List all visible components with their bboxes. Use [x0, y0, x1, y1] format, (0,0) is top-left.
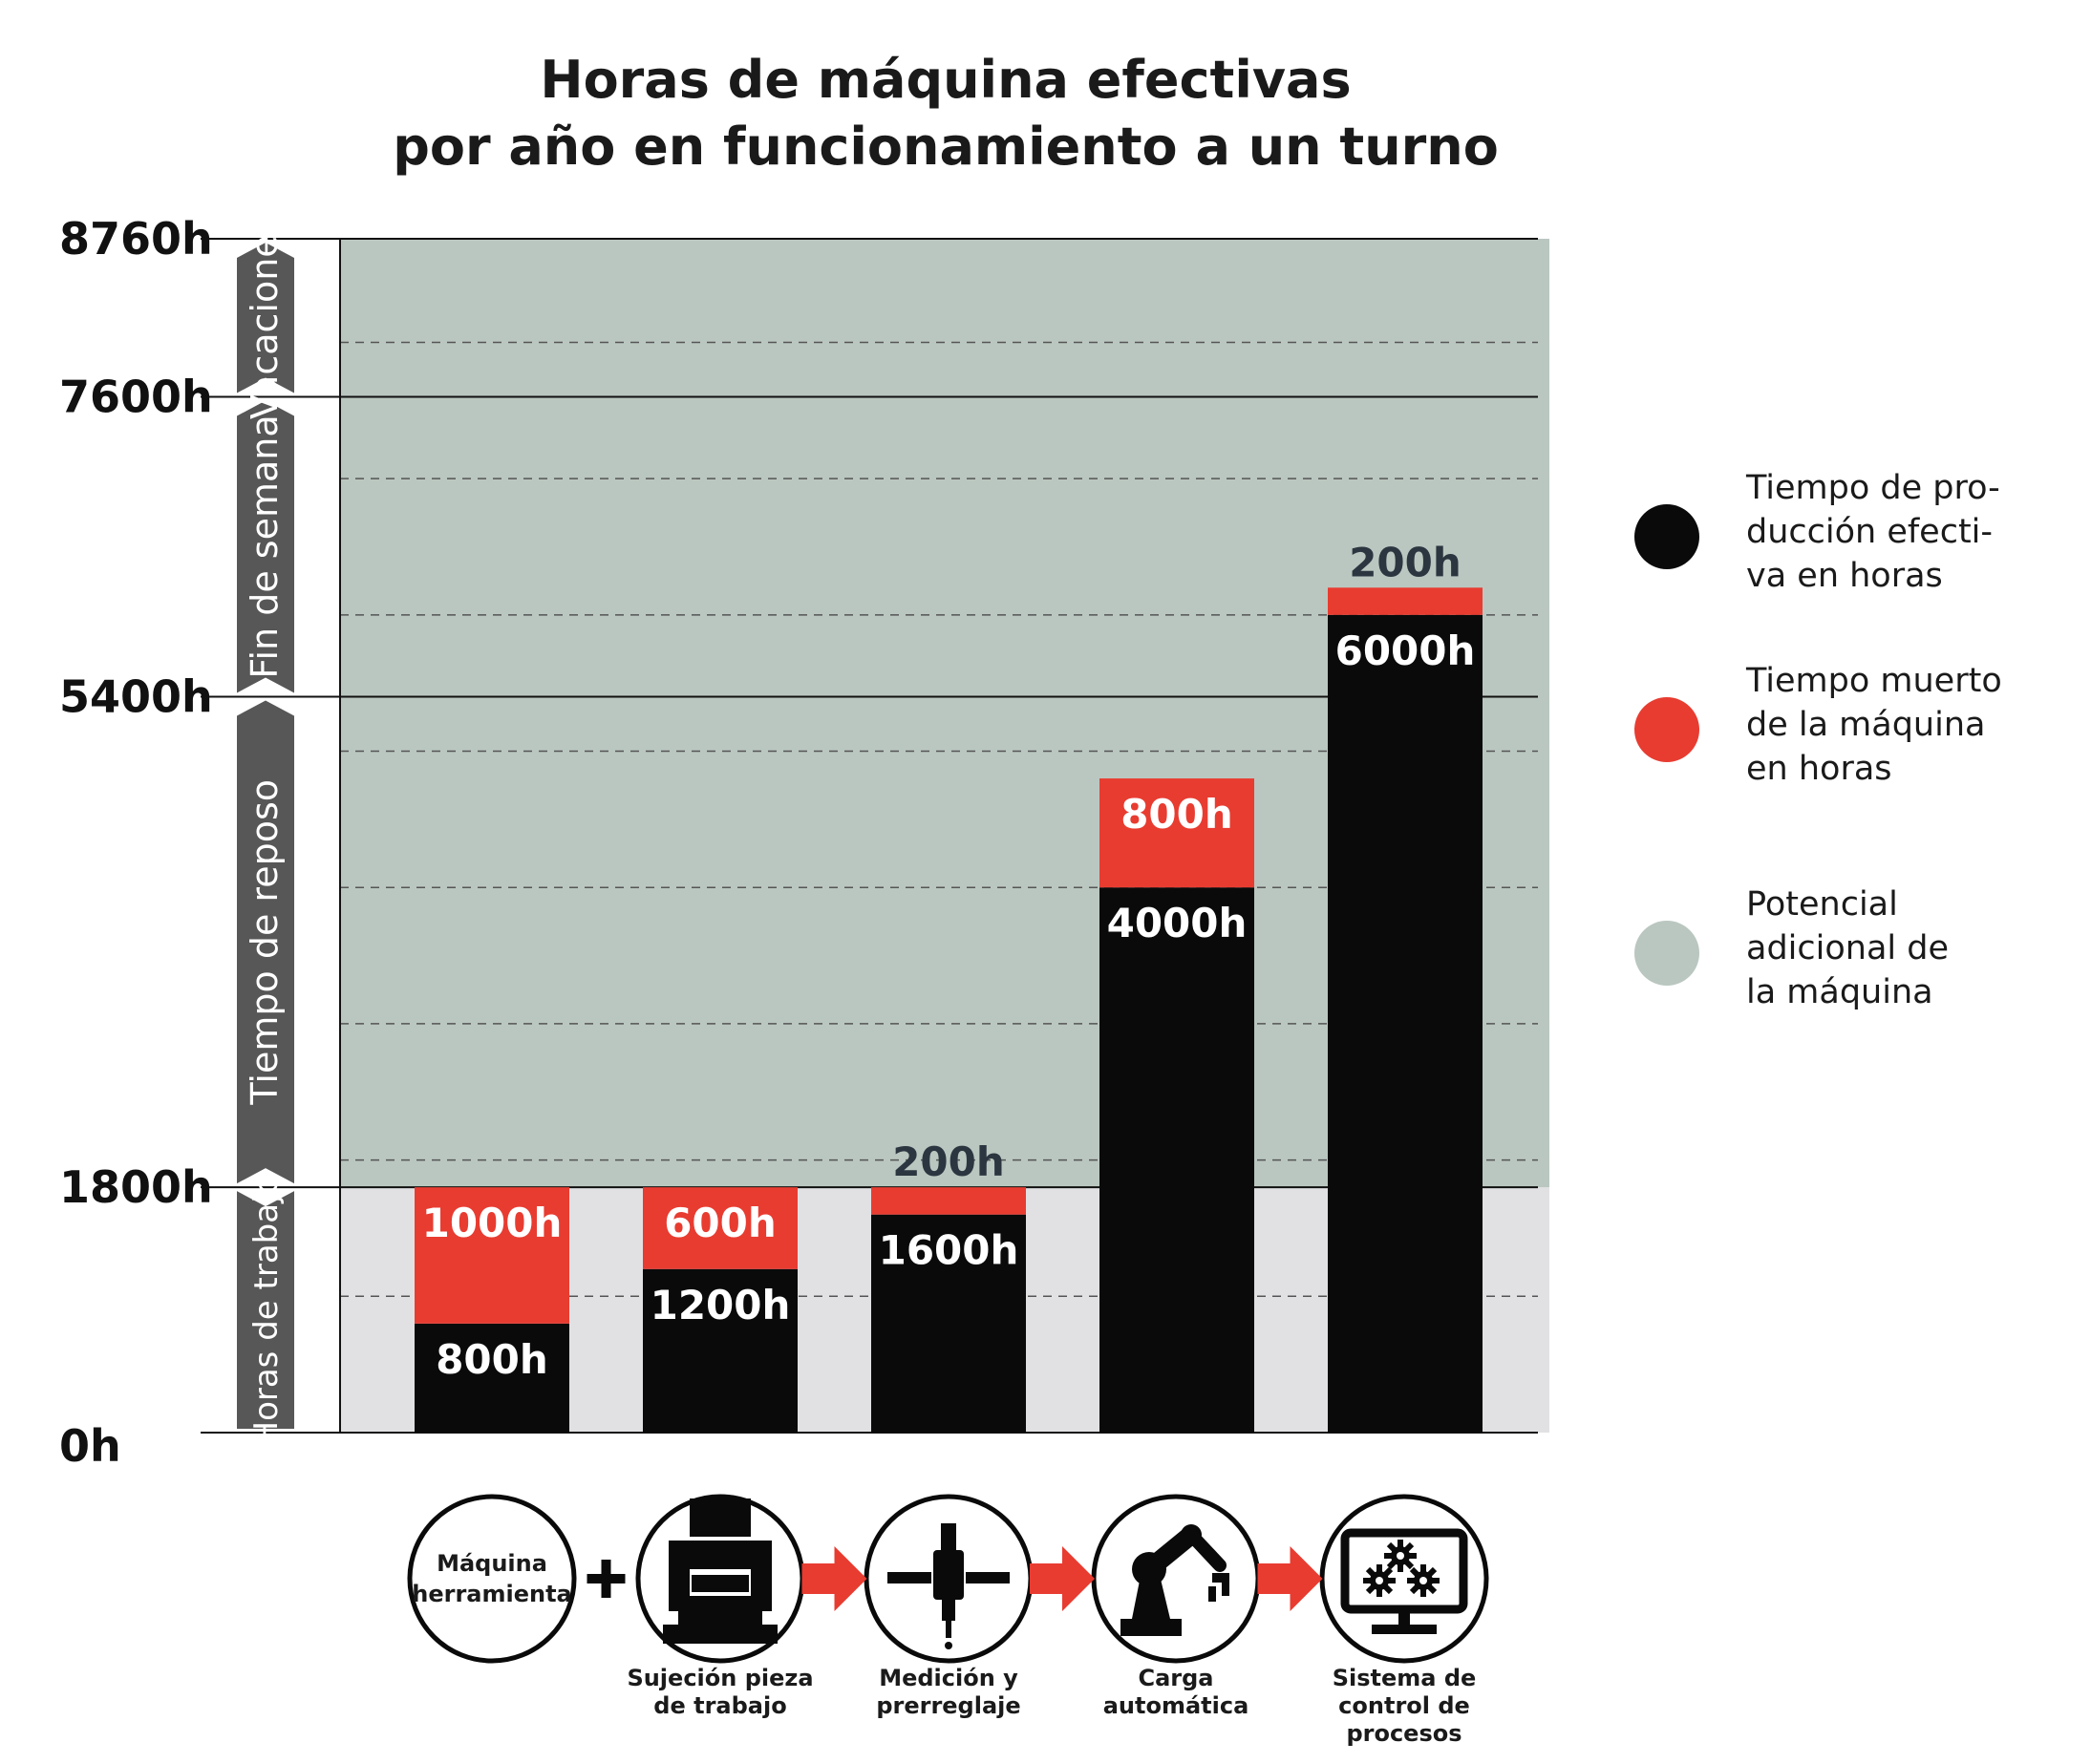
- time-segment-label: Tiempo de reposo: [244, 779, 286, 1106]
- step-inner-label: herramienta: [412, 1581, 572, 1607]
- chart-title: Horas de máquina efectivas por año en fun…: [393, 50, 1499, 177]
- step-circle: [407, 1494, 577, 1664]
- step-caption: automática: [1103, 1692, 1249, 1719]
- y-tick-label: 1800h: [59, 1161, 213, 1213]
- time-segment-label: Fin de semana: [244, 414, 286, 678]
- step-caption: control de: [1338, 1692, 1470, 1719]
- time-segment-arrow: [237, 400, 294, 693]
- downtime-label: 200h: [1349, 539, 1462, 585]
- production-label: 1600h: [879, 1227, 1019, 1274]
- legend-swatch: [1634, 504, 1699, 569]
- y-axis: 0h 1800h 5400h 7600h 8760h: [59, 213, 213, 1472]
- bar-production: [1328, 614, 1483, 1433]
- time-segment-arrow: [237, 700, 294, 1184]
- robot-arm-icon: [1120, 1524, 1229, 1636]
- bar-production: [415, 1323, 569, 1433]
- step-caption: prerreglaje: [876, 1692, 1020, 1719]
- legend-swatch: [1634, 697, 1699, 762]
- downtime-label: 1000h: [422, 1200, 563, 1246]
- production-label: 800h: [436, 1336, 548, 1383]
- downtime-label: 800h: [1120, 791, 1233, 838]
- bar-production: [1099, 887, 1254, 1433]
- step-caption: Medición y: [879, 1665, 1018, 1691]
- production-label: 6000h: [1335, 627, 1476, 674]
- legend-text: ducción efecti-: [1746, 513, 1993, 551]
- gridlines: [201, 238, 1538, 1434]
- step-caption: Sujeción pieza: [627, 1665, 813, 1691]
- time-segment-arrow: [237, 1191, 294, 1429]
- bar-downtime: [871, 1187, 1026, 1215]
- arrow-right-icon: [801, 1546, 867, 1611]
- step-caption: procesos: [1346, 1720, 1462, 1747]
- title-line-1: por año en funcionamiento a un turno: [393, 117, 1499, 177]
- bars: 800h 1000h 1200h 600h 1600h 200h 4000h 800h 6000…: [415, 539, 1483, 1433]
- production-label: 4000h: [1107, 900, 1248, 946]
- arrow-right-icon: [1030, 1546, 1095, 1611]
- time-segment-label: Horas de trabajo: [247, 1175, 286, 1446]
- y-tick-label: 5400h: [59, 670, 213, 722]
- bar-downtime: [1328, 587, 1483, 615]
- title-line-0: Horas de máquina efectivas: [540, 50, 1351, 110]
- time-segments: Horas de trabajo Tiempo de reposo Fin de s…: [237, 217, 294, 1446]
- legend-text: de la máquina: [1746, 706, 1985, 744]
- plus-icon: [601, 1560, 611, 1598]
- bar-downtime: [1099, 778, 1254, 888]
- y-tick-label: 0h: [59, 1420, 121, 1472]
- step-circle: [1091, 1494, 1261, 1664]
- workpiece-clamping-icon: [663, 1498, 778, 1644]
- step-inner-label: Máquina: [437, 1550, 547, 1577]
- legend-text: adicional de: [1746, 929, 1949, 967]
- legend-text: Tiempo de pro-: [1745, 469, 2000, 507]
- step-caption: Carga: [1138, 1665, 1213, 1691]
- legend-text: en horas: [1746, 750, 1892, 788]
- time-segment-arrow: [237, 243, 294, 393]
- step-caption: Sistema de: [1333, 1665, 1477, 1691]
- legend-swatch: [1634, 921, 1699, 986]
- y-tick-label: 8760h: [59, 213, 213, 265]
- measuring-presetting-icon: [887, 1523, 1010, 1649]
- bar-production: [643, 1268, 798, 1433]
- downtime-label: 200h: [892, 1138, 1005, 1185]
- arrow-right-icon: [1257, 1546, 1323, 1611]
- legend-text: Potencial: [1746, 885, 1898, 924]
- step-1: Máquina herramienta: [407, 1494, 577, 1664]
- legend: Tiempo de pro-ducción efecti-va en horas…: [1634, 469, 2002, 1011]
- bar-downtime: [643, 1187, 798, 1269]
- downtime-label: 600h: [664, 1200, 777, 1246]
- bar-downtime: [415, 1187, 569, 1324]
- y-tick-label: 7600h: [59, 372, 213, 423]
- legend-text: va en horas: [1746, 557, 1943, 595]
- legend-text: la máquina: [1746, 973, 1933, 1011]
- process-control-monitor-icon: [1340, 1528, 1468, 1634]
- bar-production: [871, 1214, 1026, 1433]
- legend-text: Tiempo muerto: [1745, 662, 2002, 700]
- step-caption: de trabajo: [653, 1692, 786, 1719]
- production-label: 1200h: [651, 1282, 791, 1328]
- time-segment-label: Vacaciones: [244, 217, 286, 419]
